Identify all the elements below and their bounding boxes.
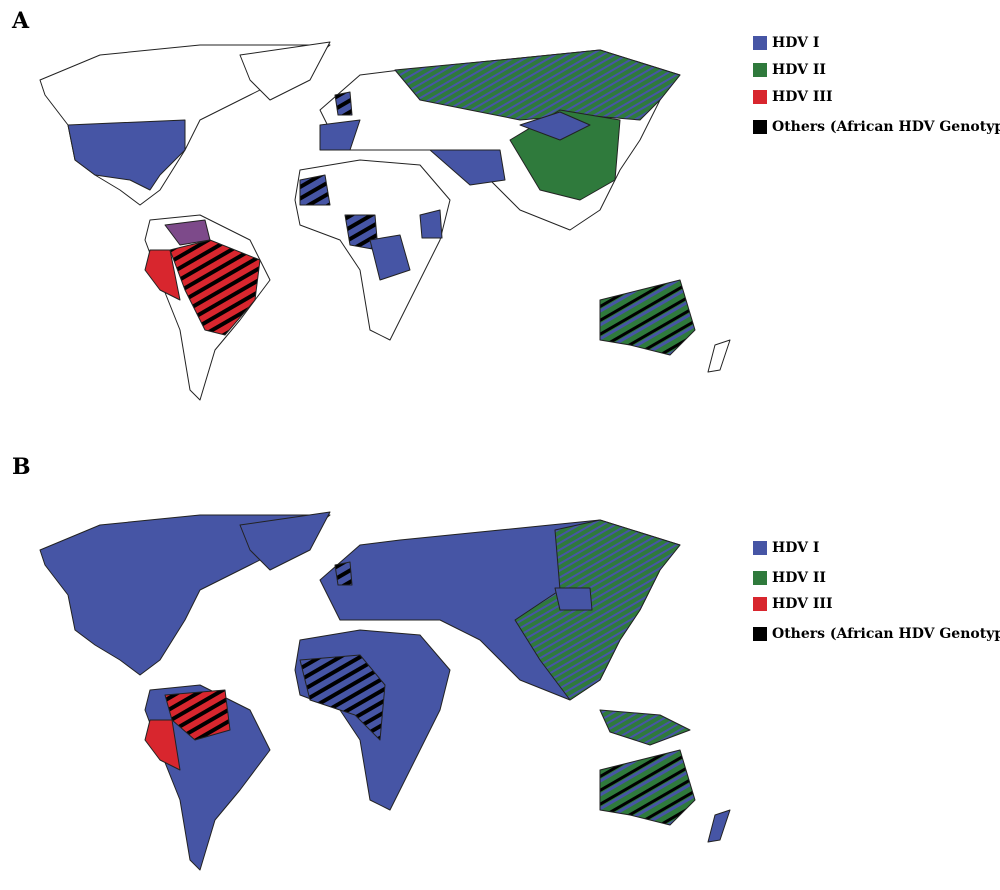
world-map-a	[39, 41, 731, 401]
legend-label: HDV III	[772, 596, 833, 612]
legend-label: HDV III	[772, 89, 833, 105]
panel-label: A	[11, 8, 30, 34]
legend-label: HDV II	[772, 570, 826, 586]
legend-swatch	[753, 627, 767, 641]
legend-swatch	[753, 36, 767, 50]
legend-swatch	[753, 571, 767, 585]
legend-label: HDV II	[772, 62, 826, 78]
world-map-b	[39, 511, 731, 871]
legend-label: Others (African HDV Genotypes)	[772, 626, 1000, 642]
legend-swatch	[753, 120, 767, 134]
panels: A HDV I HDV II HDV III Others (African HDV G…	[11, 8, 1000, 642]
panel-label: B	[12, 454, 31, 480]
legend-swatch	[753, 63, 767, 77]
legend-swatch	[753, 541, 767, 555]
legend-label: Others (African HDV Genotypes)	[772, 119, 1000, 135]
legend-label: HDV I	[772, 35, 819, 51]
legend-swatch	[753, 597, 767, 611]
legend-label: HDV I	[772, 540, 819, 556]
legend-swatch	[753, 90, 767, 104]
